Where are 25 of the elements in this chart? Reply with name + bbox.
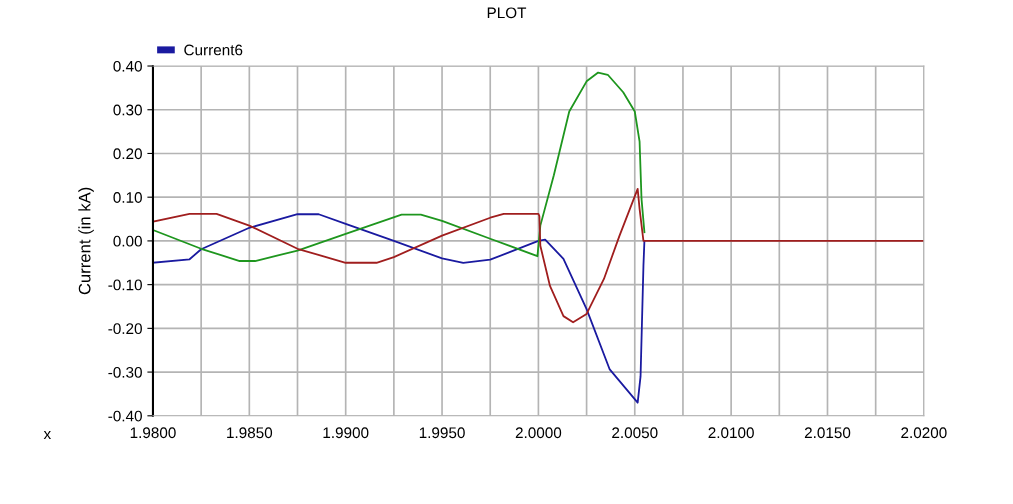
y-tick-label: 0.00 [113, 235, 142, 247]
line-series [152, 213, 646, 404]
x-tick-label: 2.0150 [804, 427, 851, 439]
chart-title: PLOT [487, 7, 527, 19]
x-tick-label: 2.0050 [612, 427, 658, 439]
x-tick-label: 1.9850 [227, 427, 273, 439]
x-tick-label: 1.9900 [323, 427, 369, 439]
y-tick-label: -0.20 [108, 323, 142, 335]
line-series [152, 187, 924, 324]
y-tick-label: 0.10 [113, 192, 142, 203]
x-tick-label: 1.9800 [130, 427, 176, 439]
y-tick-label: -0.30 [108, 366, 142, 378]
x-tick-label: 2.0000 [515, 427, 562, 439]
line-series [152, 71, 646, 262]
y-axis-title: Current (in kA) [78, 187, 94, 295]
x-tick-label: 1.9950 [419, 427, 465, 439]
x-tick-label: 2.0100 [708, 427, 754, 439]
y-tick-label: -0.40 [108, 410, 142, 422]
y-tick-label: 0.40 [113, 60, 142, 72]
y-tick-label: 0.20 [113, 148, 142, 160]
x-tick-label: 2.0200 [901, 427, 947, 439]
y-tick-label: -0.10 [108, 279, 142, 291]
legend-label: Current6 [184, 44, 243, 56]
y-tick-label: 0.30 [113, 104, 142, 116]
x-axis-title: x [43, 431, 52, 440]
